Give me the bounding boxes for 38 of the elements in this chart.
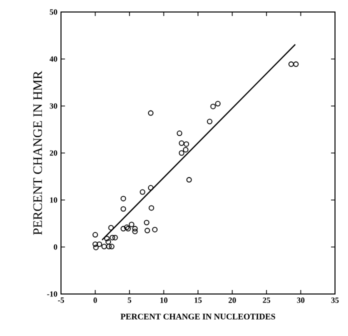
point bbox=[140, 189, 146, 195]
point bbox=[144, 228, 150, 234]
y-axis-title: PERCENT CHANGE IN HMR bbox=[33, 70, 42, 235]
point bbox=[176, 130, 182, 136]
point bbox=[148, 205, 154, 211]
point bbox=[132, 226, 138, 232]
point bbox=[144, 220, 150, 226]
point bbox=[186, 177, 192, 183]
point bbox=[120, 196, 126, 202]
point bbox=[210, 104, 216, 110]
point bbox=[92, 232, 98, 238]
point bbox=[128, 222, 134, 228]
point bbox=[96, 241, 102, 247]
point bbox=[104, 236, 110, 242]
point bbox=[112, 234, 118, 240]
point bbox=[106, 244, 112, 250]
point bbox=[288, 61, 294, 67]
point bbox=[148, 185, 154, 191]
point bbox=[184, 141, 190, 147]
point bbox=[132, 228, 138, 234]
point bbox=[110, 234, 116, 240]
point bbox=[106, 239, 112, 245]
point bbox=[120, 206, 126, 212]
point bbox=[215, 100, 221, 106]
point bbox=[108, 224, 114, 230]
point bbox=[101, 244, 107, 250]
point bbox=[178, 140, 184, 146]
point bbox=[92, 241, 98, 247]
point bbox=[120, 226, 126, 232]
point bbox=[178, 150, 184, 156]
point bbox=[108, 244, 114, 250]
point bbox=[152, 226, 158, 232]
point bbox=[93, 244, 99, 250]
point bbox=[148, 110, 154, 116]
point bbox=[182, 146, 188, 152]
point bbox=[293, 61, 299, 67]
x-axis-title: PERCENT CHANGE IN NUCLEOTIDES bbox=[120, 314, 276, 320]
point bbox=[206, 118, 212, 124]
